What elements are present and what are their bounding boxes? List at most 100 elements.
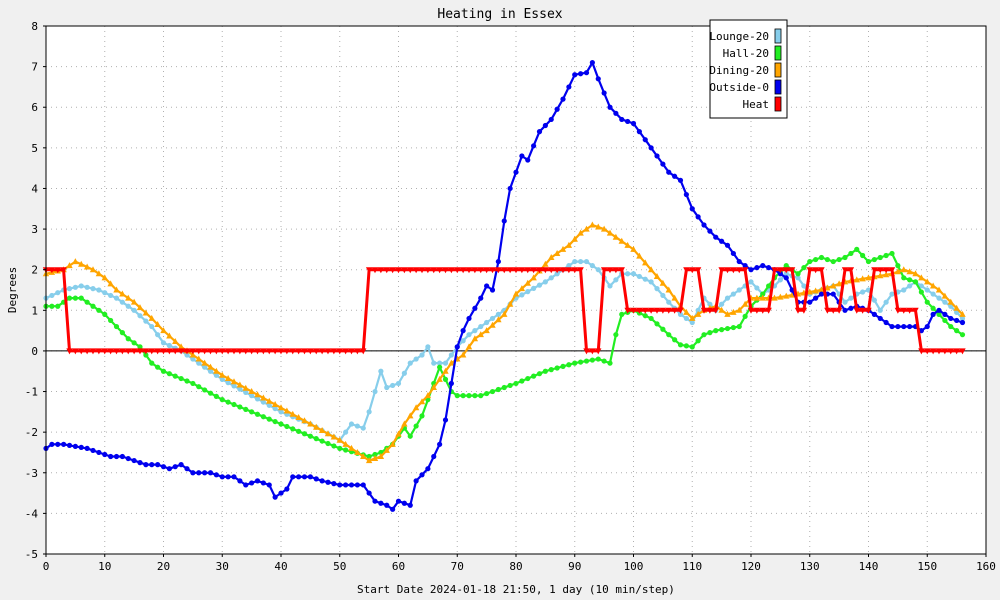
data-point-lounge-20: [272, 405, 278, 412]
data-point-outside-0: [401, 500, 407, 506]
data-point-outside-0: [936, 307, 942, 313]
data-point-heat: [354, 348, 361, 355]
data-point-lounge-20: [495, 311, 501, 317]
series-heat: [42, 267, 966, 355]
data-point-outside-0: [625, 118, 631, 125]
data-point-heat: [853, 307, 860, 314]
data-point-outside-0: [783, 275, 789, 281]
data-point-dining-20: [618, 237, 625, 244]
data-point-dining-20: [342, 440, 349, 447]
data-point-heat: [301, 348, 308, 355]
data-point-hall-20: [677, 342, 684, 348]
data-point-heat: [213, 348, 220, 355]
data-point-heat: [136, 348, 144, 355]
data-point-lounge-20: [883, 299, 889, 305]
data-point-lounge-20: [260, 399, 266, 405]
x-tick-label: 50: [333, 560, 346, 573]
data-point-lounge-20: [936, 295, 942, 301]
data-point-heat: [929, 348, 937, 355]
data-point-lounge-20: [225, 380, 231, 386]
data-point-dining-20: [360, 453, 367, 460]
data-point-outside-0: [489, 287, 496, 293]
data-point-dining-20: [389, 440, 396, 447]
data-point-hall-20: [531, 373, 537, 379]
data-point-lounge-20: [137, 313, 143, 319]
data-point-heat: [154, 348, 161, 355]
legend-label: Lounge-20: [709, 30, 769, 43]
data-point-outside-0: [777, 271, 783, 277]
data-point-dining-20: [195, 355, 202, 362]
data-point-hall-20: [219, 397, 225, 403]
data-point-outside-0: [166, 466, 172, 472]
data-point-hall-20: [813, 256, 819, 263]
x-tick-label: 30: [216, 560, 229, 573]
data-point-outside-0: [207, 470, 214, 476]
data-point-lounge-20: [419, 352, 425, 358]
data-point-lounge-20: [196, 360, 202, 366]
data-point-lounge-20: [155, 332, 161, 338]
data-point-lounge-20: [777, 277, 783, 283]
data-point-hall-20: [783, 263, 789, 269]
x-tick-label: 80: [509, 560, 522, 573]
data-point-heat: [348, 348, 355, 355]
data-point-hall-20: [936, 311, 942, 317]
data-point-dining-20: [783, 292, 790, 299]
legend-label: Outside-0: [709, 81, 769, 94]
data-point-heat: [48, 267, 56, 274]
data-point-hall-20: [889, 250, 895, 257]
data-point-dining-20: [689, 314, 696, 321]
data-point-heat: [877, 267, 884, 274]
data-point-heat: [671, 307, 678, 314]
data-point-lounge-20: [748, 279, 754, 285]
data-point-hall-20: [437, 364, 443, 370]
data-point-heat: [166, 348, 173, 355]
data-point-lounge-20: [478, 323, 484, 330]
data-point-heat: [54, 267, 61, 274]
data-point-dining-20: [583, 225, 590, 232]
data-point-lounge-20: [425, 344, 431, 350]
data-point-heat: [583, 348, 590, 355]
data-point-outside-0: [296, 474, 302, 480]
data-point-heat: [736, 267, 743, 274]
data-point-outside-0: [390, 506, 396, 512]
data-point-hall-20: [166, 371, 172, 377]
data-point-lounge-20: [207, 368, 214, 374]
data-point-hall-20: [959, 332, 966, 338]
data-point-lounge-20: [625, 271, 631, 277]
data-point-outside-0: [219, 474, 225, 480]
data-point-outside-0: [431, 453, 437, 460]
data-point-dining-20: [606, 229, 614, 236]
data-point-outside-0: [425, 466, 431, 472]
data-point-outside-0: [419, 472, 425, 478]
data-point-hall-20: [272, 418, 278, 425]
data-point-hall-20: [313, 436, 319, 442]
data-point-hall-20: [566, 362, 572, 368]
data-point-hall-20: [501, 384, 507, 391]
data-point-hall-20: [942, 317, 948, 324]
data-point-hall-20: [296, 428, 302, 434]
data-point-outside-0: [901, 323, 907, 330]
data-point-heat: [365, 267, 373, 274]
data-point-heat: [242, 348, 249, 355]
data-point-heat: [330, 348, 338, 355]
data-point-hall-20: [642, 313, 648, 319]
data-point-lounge-20: [754, 285, 760, 291]
data-point-heat: [530, 267, 537, 274]
data-point-outside-0: [531, 143, 537, 149]
data-point-dining-20: [336, 436, 343, 443]
data-point-outside-0: [683, 191, 689, 198]
data-point-heat: [72, 348, 79, 355]
data-point-dining-20: [830, 282, 837, 289]
data-point-dining-20: [600, 225, 608, 232]
data-point-lounge-20: [378, 368, 384, 374]
data-point-outside-0: [583, 70, 590, 76]
data-point-heat: [324, 348, 332, 355]
data-point-outside-0: [413, 478, 419, 484]
data-point-lounge-20: [654, 286, 660, 292]
data-point-hall-20: [619, 311, 625, 317]
data-point-hall-20: [607, 360, 613, 366]
data-point-heat: [260, 348, 267, 355]
data-point-lounge-20: [930, 291, 936, 297]
data-point-outside-0: [90, 447, 96, 454]
data-point-lounge-20: [536, 282, 543, 288]
